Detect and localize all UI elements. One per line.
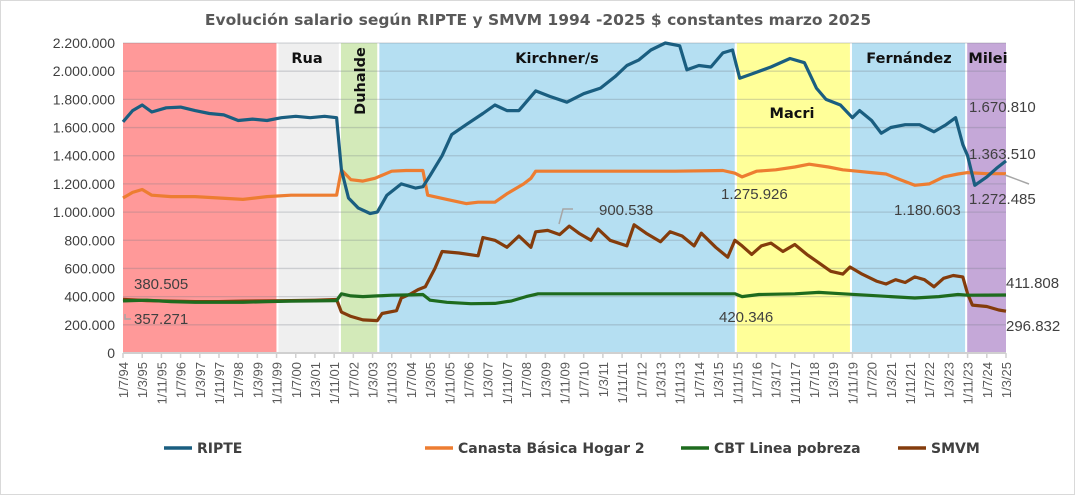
x-tick-label: 1/11/05 [442, 362, 457, 404]
x-tick-label: 1/3/03 [366, 362, 381, 398]
x-tick-label: 1/11/95 [154, 362, 169, 404]
period-label: Macri [770, 106, 815, 122]
period-label: Fernández [866, 51, 951, 67]
data-label: 380.505 [134, 276, 188, 293]
y-tick-label: 800.000 [64, 232, 115, 248]
x-tick-label: 1/7/04 [404, 362, 419, 398]
x-tick-label: 1/11/97 [212, 362, 227, 404]
period-label: Duhalde [353, 47, 369, 115]
x-tick-label: 1/11/21 [903, 362, 918, 404]
chart-title: Evolución salario según RIPTE y SMVM 199… [205, 11, 871, 29]
annotation-leader-line [124, 314, 131, 320]
period-band [967, 43, 1006, 353]
x-tick-label: 1/11/03 [385, 362, 400, 404]
x-tick-label: 1/7/12 [634, 362, 649, 398]
series-line-smvm [122, 223, 1007, 323]
legend-label: RIPTE [197, 441, 242, 457]
period-band [278, 43, 341, 353]
x-tick-label: 1/11/19 [845, 362, 860, 404]
data-label: 357.271 [134, 311, 188, 328]
y-tick-label: 1.400.000 [53, 148, 115, 164]
x-tick-label: 1/7/06 [462, 362, 477, 398]
x-tick-label: 1/3/07 [481, 362, 496, 398]
x-tick-label: 1/3/15 [711, 362, 726, 398]
x-tick-label: 1/11/13 [673, 362, 688, 404]
y-tick-label: 2.200.000 [53, 35, 115, 51]
annotation-leader-line [1004, 174, 1030, 185]
y-tick-label: 600.000 [64, 260, 115, 276]
x-tick-label: 1/11/15 [730, 362, 745, 404]
x-tick-label: 1/7/94 [116, 362, 131, 398]
x-tick-label: 1/7/00 [289, 362, 304, 398]
x-tick-label: 1/7/22 [922, 362, 937, 398]
x-tick-label: 1/7/24 [980, 362, 995, 398]
data-label: 420.346 [719, 309, 773, 326]
data-label: 1.670.810 [969, 99, 1036, 116]
y-tick-label: 1.000.000 [53, 204, 115, 220]
x-tick-label: 1/11/07 [500, 362, 515, 404]
y-tick-label: 400.000 [64, 289, 115, 305]
x-tick-label: 1/3/05 [423, 362, 438, 398]
data-label: 1.180.603 [894, 202, 961, 219]
x-tick-label: 1/7/16 [749, 362, 764, 398]
x-tick-label: 1/7/14 [692, 362, 707, 398]
y-tick-label: 1.200.000 [53, 176, 115, 192]
data-label: 900.538 [599, 202, 653, 219]
annotation-leader-line [558, 208, 573, 225]
x-tick-label: 1/3/17 [769, 362, 784, 398]
period-label: Rua [291, 51, 322, 67]
x-tick-label: 1/3/97 [193, 362, 208, 398]
data-label: 1.363.510 [969, 146, 1036, 163]
series-line-canasta-b-sica-hogar-2 [122, 162, 1006, 206]
period-label: Kirchner/s [515, 51, 599, 67]
x-tick-label: 1/7/20 [865, 362, 880, 398]
x-tick-label: 1/3/99 [250, 362, 265, 398]
x-tick-label: 1/3/21 [884, 362, 899, 398]
x-tick-label: 1/3/19 [826, 362, 841, 398]
x-tick-label: 1/3/09 [538, 362, 553, 398]
y-tick-label: 2.000.000 [53, 63, 115, 79]
data-label: 411.808 [1006, 275, 1059, 292]
x-tick-label: 1/11/23 [961, 362, 976, 404]
x-tick-label: 1/7/02 [346, 362, 361, 398]
period-band [851, 43, 967, 353]
y-tick-label: 0 [107, 345, 115, 361]
y-tick-label: 1.800.000 [53, 91, 115, 107]
data-label: 1.275.926 [721, 186, 788, 203]
x-tick-label: 1/11/17 [788, 362, 803, 404]
x-tick-label: 1/11/01 [327, 362, 342, 404]
data-label: 1.272.485 [969, 191, 1036, 208]
x-tick-label: 1/3/01 [308, 362, 323, 398]
x-tick-label: 1/3/13 [653, 362, 668, 398]
x-tick-label: 1/3/11 [596, 362, 611, 397]
x-tick-label: 1/7/18 [807, 362, 822, 398]
x-tick-label: 1/11/99 [270, 362, 285, 404]
x-tick-label: 1/7/10 [577, 362, 592, 398]
x-tick-label: 1/11/11 [615, 362, 630, 403]
legend-label: Canasta Básica Hogar 2 [458, 441, 645, 457]
y-tick-label: 200.000 [64, 317, 115, 333]
data-label: 296.832 [1006, 318, 1060, 335]
series-line-ripte [121, 41, 1007, 216]
x-tick-label: 1/11/09 [558, 362, 573, 404]
x-tick-label: 1/7/96 [174, 362, 189, 398]
x-tick-label: 1/7/08 [519, 362, 534, 398]
legend-label: CBT Linea pobreza [714, 441, 861, 457]
x-tick-label: 1/3/23 [941, 362, 956, 398]
x-tick-label: 1/7/98 [231, 362, 246, 398]
series-line-cbt-linea-pobreza [122, 290, 1007, 306]
period-band [736, 43, 852, 353]
y-tick-label: 1.600.000 [53, 120, 115, 136]
x-tick-label: 1/3/25 [999, 362, 1014, 398]
legend-label: SMVM [931, 441, 980, 457]
period-label: Milei [968, 51, 1007, 67]
period-band [379, 43, 737, 353]
x-tick-label: 1/3/95 [135, 362, 150, 398]
